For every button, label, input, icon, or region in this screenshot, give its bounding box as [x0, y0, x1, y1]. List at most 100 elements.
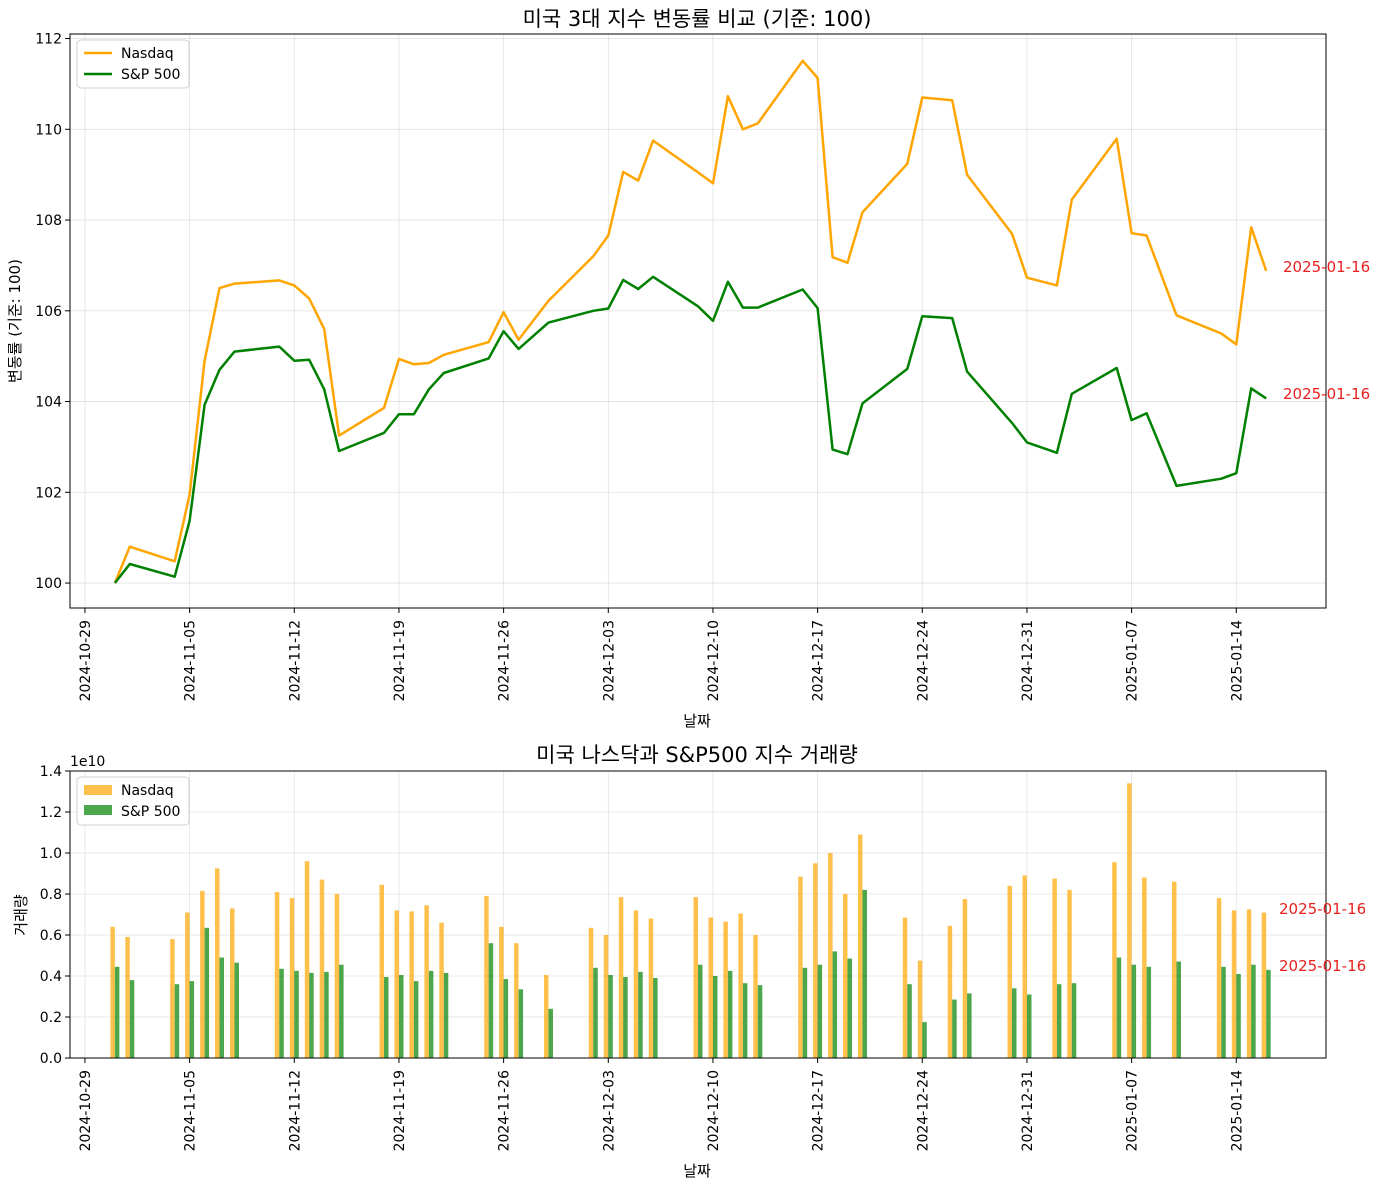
nasdaq-volume-bar	[708, 917, 713, 1058]
bottom-legend-sp500-swatch	[84, 805, 112, 815]
bottom-legend: Nasdaq S&P 500	[76, 776, 190, 826]
top-legend: Nasdaq S&P 500	[76, 39, 190, 89]
nasdaq-volume-bar	[409, 911, 414, 1058]
nasdaq-volume-bar	[230, 908, 235, 1058]
sp500-volume-bar	[1176, 961, 1181, 1058]
nasdaq-volume-bar	[813, 863, 818, 1059]
x-tick-label: 2024-11-05	[183, 1070, 199, 1151]
x-tick-label: 2025-01-14	[1229, 1070, 1245, 1151]
nasdaq-volume-bar	[1112, 862, 1117, 1058]
top-x-ticks: 2024-10-29 2024-11-05 2024-11-12 2024-11-19…	[78, 608, 1245, 701]
x-tick-label: 2024-12-31	[1020, 620, 1036, 701]
y-tick-label: 112	[35, 32, 62, 48]
nasdaq-volume-bar	[1022, 875, 1027, 1058]
sp500-volume-bar	[488, 943, 494, 1058]
y-tick-label: 0.8	[40, 887, 62, 903]
sp500-volume-bar	[399, 975, 404, 1058]
sp500-volume-bar	[952, 999, 957, 1058]
bottom-chart: 미국 나스닥과 S&P500 지수 거래량 1e10 0.00.20.40.60…	[12, 743, 1366, 1180]
y-tick-label: 104	[35, 395, 62, 411]
bottom-x-ticks: 2024-10-29 2024-11-05 2024-11-12 2024-11-19…	[78, 1058, 1245, 1151]
bottom-annotation-sp500: 2025-01-16	[1279, 957, 1366, 975]
x-tick-label: 2024-11-19	[392, 620, 408, 701]
top-y-ticks: 100 102 104 106 108 110 112	[35, 32, 70, 592]
sp500-volume-bar	[698, 964, 703, 1058]
sp500-volume-bar	[294, 970, 299, 1058]
nasdaq-volume-bar	[588, 927, 594, 1058]
sp500-volume-bar	[847, 958, 852, 1058]
sp500-volume-bar	[713, 976, 718, 1058]
nasdaq-volume-bar	[499, 926, 504, 1058]
top-chart: 미국 3대 지수 변동률 비교 (기준: 100) 10010210410610…	[6, 7, 1370, 730]
x-tick-label: 2024-12-17	[811, 620, 827, 701]
nasdaq-volume-bar	[200, 890, 205, 1058]
nasdaq-volume-bar	[1261, 912, 1267, 1058]
y-tick-label: 1.2	[40, 805, 62, 821]
nasdaq-volume-bar	[215, 868, 220, 1058]
sp500-volume-bar	[832, 951, 838, 1058]
x-tick-label: 2024-12-31	[1020, 1070, 1036, 1151]
y-tick-label: 100	[35, 576, 62, 592]
y-tick-label: 0.4	[40, 969, 62, 985]
bottom-bars	[110, 783, 1271, 1059]
nasdaq-volume-bar	[379, 884, 384, 1058]
nasdaq-volume-bar	[185, 912, 190, 1058]
nasdaq-volume-bar	[319, 879, 325, 1058]
top-legend-nasdaq: Nasdaq	[121, 46, 174, 62]
nasdaq-volume-bar	[1246, 909, 1252, 1058]
sp500-volume-bar	[757, 985, 763, 1058]
sp500-volume-bar	[548, 1008, 553, 1058]
sp500-volume-bar	[862, 889, 867, 1058]
sp500-volume-bar	[324, 971, 329, 1058]
nasdaq-volume-bar	[304, 861, 310, 1058]
bottom-x-axis-label: 날짜	[683, 1162, 711, 1180]
sp500-volume-bar	[817, 964, 823, 1058]
sp500-volume-bar	[1146, 966, 1152, 1058]
sp500-volume-bar	[1236, 974, 1241, 1058]
nasdaq-volume-bar	[439, 922, 444, 1058]
nasdaq-volume-bar	[798, 876, 803, 1058]
sp500-volume-bar	[727, 970, 733, 1058]
sp500-volume-bar	[518, 989, 524, 1058]
nasdaq-volume-bar	[514, 943, 519, 1058]
x-tick-label: 2024-11-26	[497, 620, 513, 701]
x-tick-label: 2024-12-10	[706, 1070, 722, 1151]
y-tick-label: 1.0	[40, 846, 62, 862]
sp500-volume-bar	[653, 978, 658, 1058]
sp500-volume-bar	[204, 927, 210, 1058]
sp500-volume-bar	[413, 981, 419, 1058]
sp500-volume-bar	[428, 970, 434, 1058]
sp500-volume-bar	[1266, 969, 1271, 1058]
nasdaq-volume-bar	[693, 897, 698, 1058]
top-y-axis-label: 변동률 (기준: 100)	[6, 259, 24, 383]
sp500-volume-bar	[1056, 984, 1062, 1058]
y-tick-label: 1.4	[40, 764, 62, 780]
nasdaq-volume-bar	[828, 853, 833, 1058]
x-tick-label: 2024-12-17	[811, 1070, 827, 1151]
nasdaq-volume-bar	[110, 926, 115, 1058]
sp500-volume-bar	[802, 967, 808, 1058]
nasdaq-volume-bar	[858, 834, 863, 1058]
bottom-y-axis-label: 거래량	[12, 894, 30, 936]
nasdaq-volume-bar	[125, 937, 130, 1058]
sp500-volume-bar	[234, 962, 239, 1058]
x-tick-label: 2024-10-29	[78, 620, 94, 701]
top-annotation-sp500: 2025-01-16	[1283, 385, 1370, 403]
x-tick-label: 2025-01-07	[1125, 1070, 1141, 1151]
y-tick-label: 0.2	[40, 1010, 62, 1026]
nasdaq-volume-bar	[738, 913, 743, 1058]
nasdaq-volume-bar	[484, 896, 489, 1058]
nasdaq-volume-bar	[1142, 877, 1147, 1058]
y-tick-label: 106	[35, 304, 62, 320]
nasdaq-volume-bar	[843, 894, 848, 1058]
x-tick-label: 2024-10-29	[78, 1070, 94, 1151]
sp500-volume-bar	[593, 967, 598, 1058]
sp500-volume-bar	[1071, 983, 1077, 1058]
top-axes-frame	[69, 33, 1327, 609]
sp500-volume-bar	[638, 971, 643, 1058]
nasdaq-volume-bar	[753, 935, 758, 1058]
nasdaq-volume-bar	[1067, 889, 1072, 1058]
sp500-volume-bar	[1116, 957, 1122, 1058]
bottom-offset-label: 1e10	[70, 754, 105, 770]
nasdaq-volume-bar	[648, 918, 654, 1058]
